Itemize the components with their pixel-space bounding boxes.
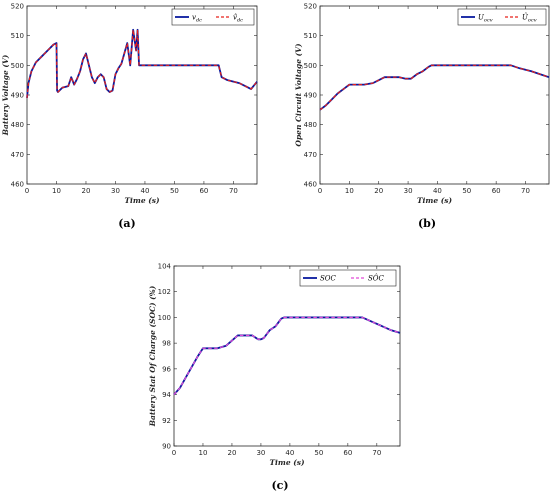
- figure-caption: (a): [118, 217, 136, 230]
- x-tick-label: 20: [227, 449, 236, 457]
- chart-panel-c: 90 92 94 96 98 100 102 104 0 10 20 30 40 50 60 70 Time (…: [148, 263, 401, 492]
- y-tick-label: 92: [162, 417, 171, 425]
- y-tick-label: 470: [11, 151, 24, 159]
- y-tick-label: 510: [11, 32, 24, 40]
- figure-caption: (c): [271, 479, 288, 492]
- x-tick-label: 10: [199, 449, 208, 457]
- legend-label: SOC: [320, 275, 337, 283]
- y-tick-label: 98: [162, 340, 171, 348]
- y-tick-label: 500: [11, 62, 24, 70]
- plot-area: [26, 5, 258, 185]
- x-tick-label: 0: [318, 187, 322, 195]
- x-axis-label: Time (s): [269, 458, 305, 467]
- legend-box: [171, 8, 255, 26]
- series-line-estimate: [173, 316, 401, 395]
- x-tick-label: 0: [172, 449, 176, 457]
- legend-label: vdc: [192, 14, 202, 24]
- x-tick-label: 40: [140, 187, 149, 195]
- legend-label: v̂dc: [233, 13, 243, 24]
- y-tick-label: 480: [304, 121, 317, 129]
- legend-box: [299, 269, 397, 287]
- y-tick-label: 470: [304, 151, 317, 159]
- y-axis-label: Battery Voltage (V): [1, 54, 10, 136]
- y-tick-label: 490: [304, 92, 317, 100]
- x-tick-label: 20: [374, 187, 383, 195]
- y-axis-label: Open Circuit Voltage (V): [294, 43, 303, 147]
- figure-caption: (b): [418, 217, 436, 230]
- legend: SOC SÔC: [299, 269, 397, 287]
- x-axis-label: Time (s): [124, 196, 160, 205]
- y-tick-label: 500: [304, 62, 317, 70]
- legend: vdc v̂dc: [171, 8, 255, 26]
- y-tick-label: 94: [162, 391, 171, 399]
- chart-panel-b: 460 470 480 490 500 510 520 0 10 20 30 40 50 60 70 Time…: [294, 3, 550, 230]
- x-tick-label: 60: [343, 449, 352, 457]
- x-tick-label: 30: [404, 187, 413, 195]
- y-tick-label: 102: [158, 288, 171, 296]
- x-tick-label: 60: [199, 187, 208, 195]
- y-tick-label: 460: [11, 181, 24, 189]
- plot-area: [173, 265, 401, 447]
- x-tick-label: 70: [229, 187, 238, 195]
- x-tick-label: 20: [82, 187, 91, 195]
- y-tick-label: 520: [11, 3, 24, 11]
- x-tick-label: 10: [52, 187, 61, 195]
- y-tick-label: 90: [162, 443, 171, 451]
- y-tick-label: 520: [304, 3, 317, 11]
- plot-area: [319, 5, 550, 185]
- legend-label: Uocv: [478, 14, 493, 24]
- y-tick-label: 510: [304, 32, 317, 40]
- y-tick-label: 104: [158, 263, 172, 271]
- y-tick-label: 460: [304, 181, 317, 189]
- series-line-estimate: [319, 64, 550, 111]
- x-tick-label: 50: [170, 187, 179, 195]
- x-tick-label: 30: [111, 187, 120, 195]
- y-tick-label: 100: [158, 314, 171, 322]
- y-tick-label: 480: [11, 121, 24, 129]
- chart-panel-a: 460 470 480 490 500 510 520 0 10 20 30 40 50 60 70 Time…: [1, 3, 258, 230]
- x-tick-label: 40: [433, 187, 442, 195]
- x-tick-label: 10: [345, 187, 354, 195]
- y-tick-label: 490: [11, 92, 24, 100]
- series-line-estimate: [26, 29, 258, 99]
- x-tick-label: 70: [521, 187, 530, 195]
- y-axis-label: Battery Stat Of Charge (SOC) (%): [148, 285, 157, 427]
- legend-label: Ûocv: [522, 13, 537, 24]
- legend: Uocv Ûocv: [457, 8, 547, 26]
- x-tick-label: 30: [256, 449, 265, 457]
- x-tick-label: 0: [25, 187, 29, 195]
- x-axis-label: Time (s): [417, 196, 453, 205]
- legend-box: [457, 8, 547, 26]
- y-tick-label: 96: [162, 365, 171, 373]
- x-tick-label: 40: [285, 449, 294, 457]
- legend-label: SÔC: [368, 274, 385, 283]
- x-tick-label: 50: [314, 449, 323, 457]
- x-tick-label: 70: [372, 449, 381, 457]
- x-tick-label: 60: [492, 187, 501, 195]
- x-tick-label: 50: [462, 187, 471, 195]
